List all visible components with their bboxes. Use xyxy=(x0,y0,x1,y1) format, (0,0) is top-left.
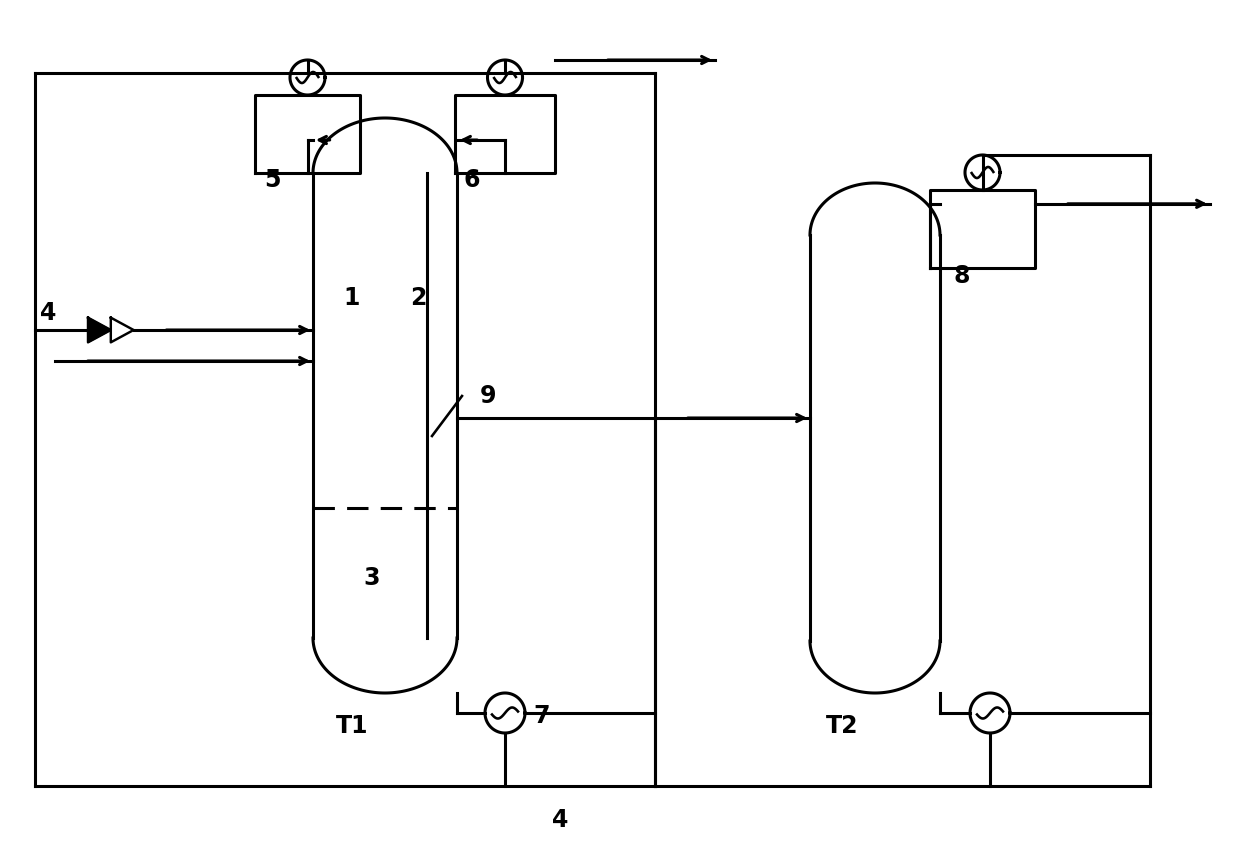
Polygon shape xyxy=(88,318,110,343)
Text: T2: T2 xyxy=(826,714,858,738)
Text: 7: 7 xyxy=(533,704,551,728)
Text: 4: 4 xyxy=(40,301,56,325)
Text: 9: 9 xyxy=(480,384,496,408)
Polygon shape xyxy=(110,318,134,343)
Text: 2: 2 xyxy=(409,286,427,310)
Text: 8: 8 xyxy=(954,264,970,288)
Text: 5: 5 xyxy=(264,168,280,192)
Text: 6: 6 xyxy=(464,168,480,192)
Text: 1: 1 xyxy=(343,286,360,310)
Text: 4: 4 xyxy=(552,808,568,832)
Text: T1: T1 xyxy=(336,714,368,738)
Text: 3: 3 xyxy=(363,566,381,590)
